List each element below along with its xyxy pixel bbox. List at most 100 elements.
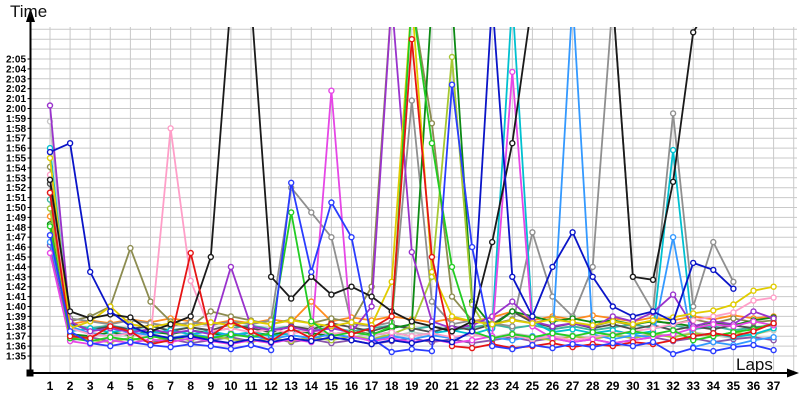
data-point [710,330,717,337]
x-tick-label: 24 [506,379,520,393]
x-tick-label: 29 [606,379,620,393]
data-point [589,322,596,329]
data-point [669,327,677,334]
y-tick-label: 1:50 [6,203,26,214]
data-point [448,263,456,271]
data-point [288,317,295,324]
data-point [690,333,697,340]
data-point [669,110,677,117]
data-point [629,321,637,328]
data-point [167,335,174,342]
data-point [328,321,335,328]
x-tick-label: 10 [224,379,238,393]
data-point [710,266,717,274]
data-point [669,350,677,358]
origin-marker [26,369,34,377]
data-point [46,231,54,239]
data-point [428,268,436,276]
data-point [509,298,516,305]
data-point [46,176,54,184]
data-point [468,243,476,251]
x-tick-label: 20 [425,379,439,393]
data-point [207,253,215,261]
y-tick-labels: 2:052:042:032:022:012:001:591:581:571:56… [6,55,31,363]
data-point [308,298,315,305]
data-point [569,340,576,348]
data-point [589,263,596,271]
y-tick-label: 2:03 [6,74,26,85]
data-point [167,321,174,328]
data-point [107,308,114,315]
x-tick-label: 13 [285,379,299,393]
data-point [489,238,496,246]
data-point [750,328,757,335]
data-point [750,308,757,315]
y-tick-label: 1:35 [6,352,26,363]
data-point [509,331,516,338]
data-point [710,338,717,346]
data-point [408,97,415,104]
data-point [86,339,94,347]
y-tick-label: 1:47 [6,233,26,244]
y-tick-label: 1:38 [6,322,26,333]
data-point [66,328,74,335]
y-tick-label: 1:36 [6,342,26,353]
data-point [328,87,335,94]
data-point [529,334,536,341]
data-point [207,337,215,344]
x-tick-label: 9 [207,379,214,393]
y-tick-label: 1:54 [6,163,26,174]
data-point [710,321,717,328]
data-point [348,331,355,338]
data-point [408,333,415,340]
data-point [368,303,375,310]
data-point [207,342,215,350]
x-tick-label: 21 [445,379,459,393]
data-point [509,345,516,353]
series-navy [46,27,737,348]
data-point [86,315,94,322]
data-point [509,139,516,147]
y-tick-label: 1:51 [6,193,26,204]
data-point [649,308,657,315]
data-point [428,298,436,305]
data-point [388,348,395,356]
x-tick-label: 14 [305,379,319,393]
data-point [509,337,516,344]
data-point [167,125,174,132]
data-point [529,229,536,236]
data-point [730,333,737,340]
data-point [388,323,395,330]
data-point [127,244,134,252]
x-tick-label: 15 [325,379,339,393]
data-point [710,313,717,320]
data-point [730,278,737,285]
data-point [207,308,215,315]
data-point [468,337,476,344]
data-point [690,317,697,324]
data-point [770,320,777,327]
y-tick-label: 1:37 [6,332,26,343]
x-tick-label: 18 [385,379,399,393]
x-tick-labels: 1 2 3 4 5 6 7 8 9 10 11 12 13 14 15 16 17 18 19 20 21 22 23 24 2… [47,379,781,393]
data-point [750,318,757,325]
data-point [609,318,616,325]
data-point [589,273,596,280]
data-point [328,291,335,298]
y-tick-label: 1:40 [6,302,26,313]
y-axis-arrow-icon [26,8,35,22]
data-point [46,148,54,156]
data-point [549,263,556,271]
data-point [669,233,677,241]
data-point [267,346,275,354]
data-point [770,294,777,301]
x-tick-label: 4 [107,379,114,393]
data-point [750,297,757,304]
y-tick-label: 1:42 [6,282,26,293]
data-point [770,346,777,354]
y-tick-label: 1:44 [6,262,26,273]
data-point [147,341,154,349]
data-point [227,345,235,353]
data-point [107,323,114,330]
